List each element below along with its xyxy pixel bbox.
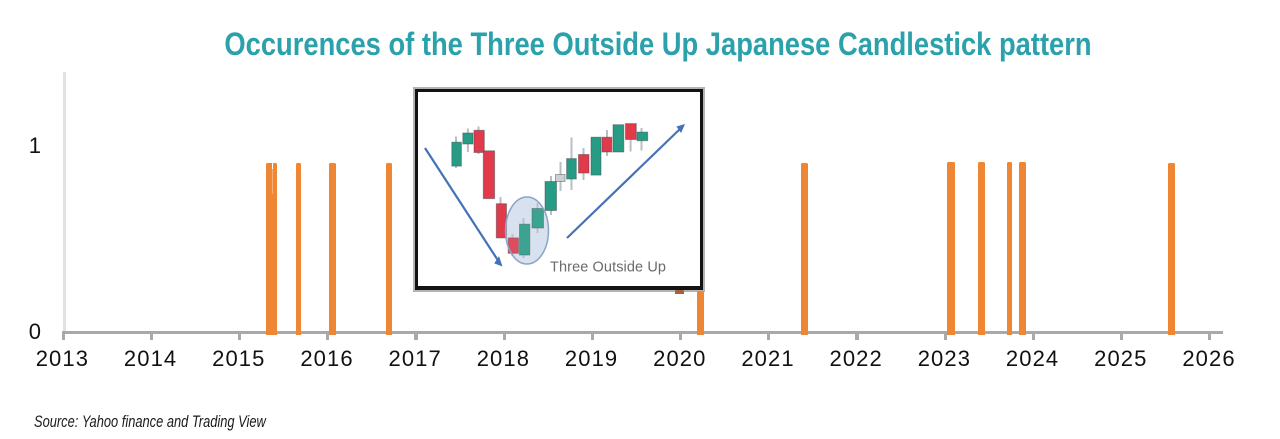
- svg-text:Three Outside Up: Three Outside Up: [550, 260, 666, 276]
